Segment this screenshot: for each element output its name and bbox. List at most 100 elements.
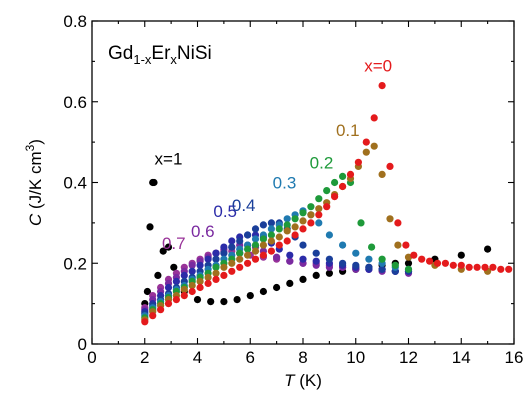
data-point (273, 283, 281, 292)
data-point (188, 267, 196, 275)
data-point (449, 261, 457, 269)
series-label: 0.2 (310, 153, 334, 172)
data-point (220, 243, 228, 251)
y-tick-label: 0 (78, 335, 87, 354)
data-point (378, 265, 386, 273)
x-tick-label: 14 (452, 348, 471, 367)
data-point (323, 187, 331, 195)
data-point (164, 243, 173, 251)
data-point (354, 158, 362, 166)
data-point (259, 287, 267, 296)
data-point (259, 241, 267, 249)
series-label: 0.1 (336, 121, 360, 140)
y-axis-title: C (J/K cm3) (23, 139, 45, 226)
data-point (172, 277, 180, 285)
data-point (188, 281, 196, 290)
data-point (246, 292, 254, 300)
data-point (228, 259, 236, 267)
data-point (394, 219, 402, 227)
data-point (143, 287, 151, 296)
data-point (473, 263, 481, 271)
data-point (286, 251, 294, 259)
data-point (267, 231, 275, 239)
data-point (204, 279, 212, 287)
data-point (418, 255, 426, 263)
data-point (378, 255, 386, 263)
data-point (267, 219, 275, 227)
data-point (275, 225, 283, 233)
x-tick-label: 2 (140, 348, 149, 367)
data-point (251, 255, 260, 263)
data-point (481, 263, 489, 271)
data-point (212, 249, 220, 257)
data-point (159, 247, 167, 255)
data-point (283, 237, 291, 245)
data-point (433, 259, 442, 267)
data-point (339, 241, 347, 249)
data-point (489, 263, 497, 271)
data-point (149, 312, 157, 320)
data-point (188, 287, 196, 296)
series-labels-group: x=1 0.7 0.60.50.4 0.3 0.20.1 x=0 (155, 57, 393, 254)
x-tick-label: 0 (87, 348, 96, 367)
data-point (312, 249, 320, 257)
data-point (325, 255, 333, 263)
data-point (312, 257, 320, 265)
data-point (212, 255, 220, 263)
data-point (410, 251, 418, 259)
data-point (251, 235, 260, 243)
data-point (465, 263, 473, 271)
data-point (484, 245, 492, 253)
data-point (283, 215, 291, 223)
data-point (362, 148, 370, 156)
data-point (251, 241, 260, 249)
data-point (196, 277, 204, 285)
data-point (370, 114, 378, 122)
data-point (441, 259, 449, 267)
data-point (172, 296, 180, 304)
x-tick-label: 4 (193, 348, 202, 367)
data-point (273, 253, 281, 261)
data-point (286, 279, 294, 287)
x-tick-label: 10 (346, 348, 365, 367)
data-point (291, 223, 299, 231)
data-point (180, 271, 188, 279)
data-point (164, 300, 173, 308)
data-point (150, 178, 158, 187)
data-point (244, 231, 252, 239)
data-point (233, 296, 241, 304)
data-point (457, 251, 465, 259)
data-point (196, 261, 204, 269)
data-point (286, 257, 294, 265)
data-point (394, 241, 402, 249)
series-label: 0.6 (191, 222, 215, 241)
data-point (315, 211, 323, 219)
y-tick-label: 0.4 (63, 174, 87, 193)
data-point (497, 265, 505, 273)
x-tick-label: 6 (246, 348, 255, 367)
series-5 (141, 207, 413, 320)
data-point (259, 235, 267, 243)
data-point (251, 247, 260, 255)
data-point (283, 221, 291, 229)
data-point (212, 269, 220, 277)
data-point (283, 227, 291, 235)
data-point (331, 193, 339, 201)
data-point (259, 221, 267, 229)
data-point (315, 195, 323, 203)
data-point (236, 237, 244, 245)
data-point (267, 237, 275, 245)
data-point (339, 182, 347, 191)
series-label: 0.3 (273, 174, 297, 193)
data-point (386, 162, 394, 170)
data-point (307, 211, 315, 219)
ticks-group: 0 2 4 6 8 10 12 14 16 0 0.2 0.4 0.6 0.8 (63, 12, 523, 367)
data-point (370, 142, 378, 150)
x-tick-label: 12 (399, 348, 418, 367)
data-point (378, 82, 386, 90)
x-tick-label: 16 (505, 348, 524, 367)
data-point (307, 219, 315, 227)
data-point (386, 215, 394, 223)
data-point (259, 251, 267, 259)
